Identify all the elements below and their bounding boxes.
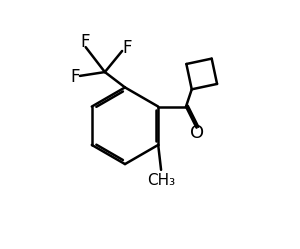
Text: F: F: [122, 39, 132, 57]
Text: F: F: [70, 68, 80, 86]
Text: CH₃: CH₃: [147, 173, 175, 188]
Text: F: F: [80, 33, 89, 51]
Text: O: O: [190, 124, 205, 142]
